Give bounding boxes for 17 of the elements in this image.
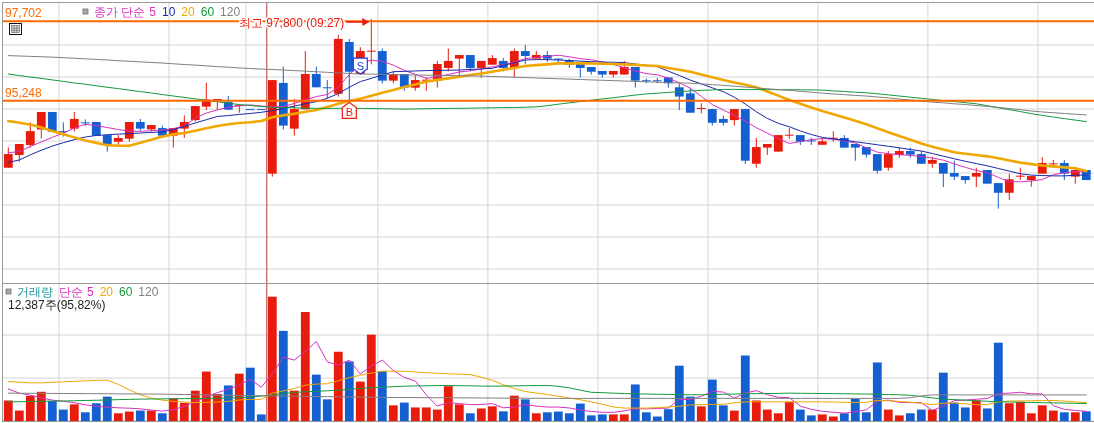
series-label: S — [356, 59, 364, 72]
annotation: 95,248 — [5, 85, 43, 100]
series-label: B — [345, 106, 353, 119]
text: 60 — [200, 5, 215, 19]
annotation: 12,387주(95,82%) — [8, 298, 106, 312]
text: 20 — [99, 285, 114, 299]
text: 120 — [220, 5, 241, 19]
text: 60 — [119, 285, 133, 299]
chart-title: 거래량 — [17, 285, 53, 299]
text: 5 — [149, 5, 157, 19]
text: 5 — [87, 285, 94, 299]
legend-title: 단순 — [59, 285, 83, 299]
text: 120 — [138, 285, 159, 299]
legend-title: 종가 단순 — [94, 5, 146, 19]
text: 20 — [181, 5, 196, 19]
annotation: 97,702 — [5, 6, 43, 21]
text: 10 — [162, 5, 176, 19]
